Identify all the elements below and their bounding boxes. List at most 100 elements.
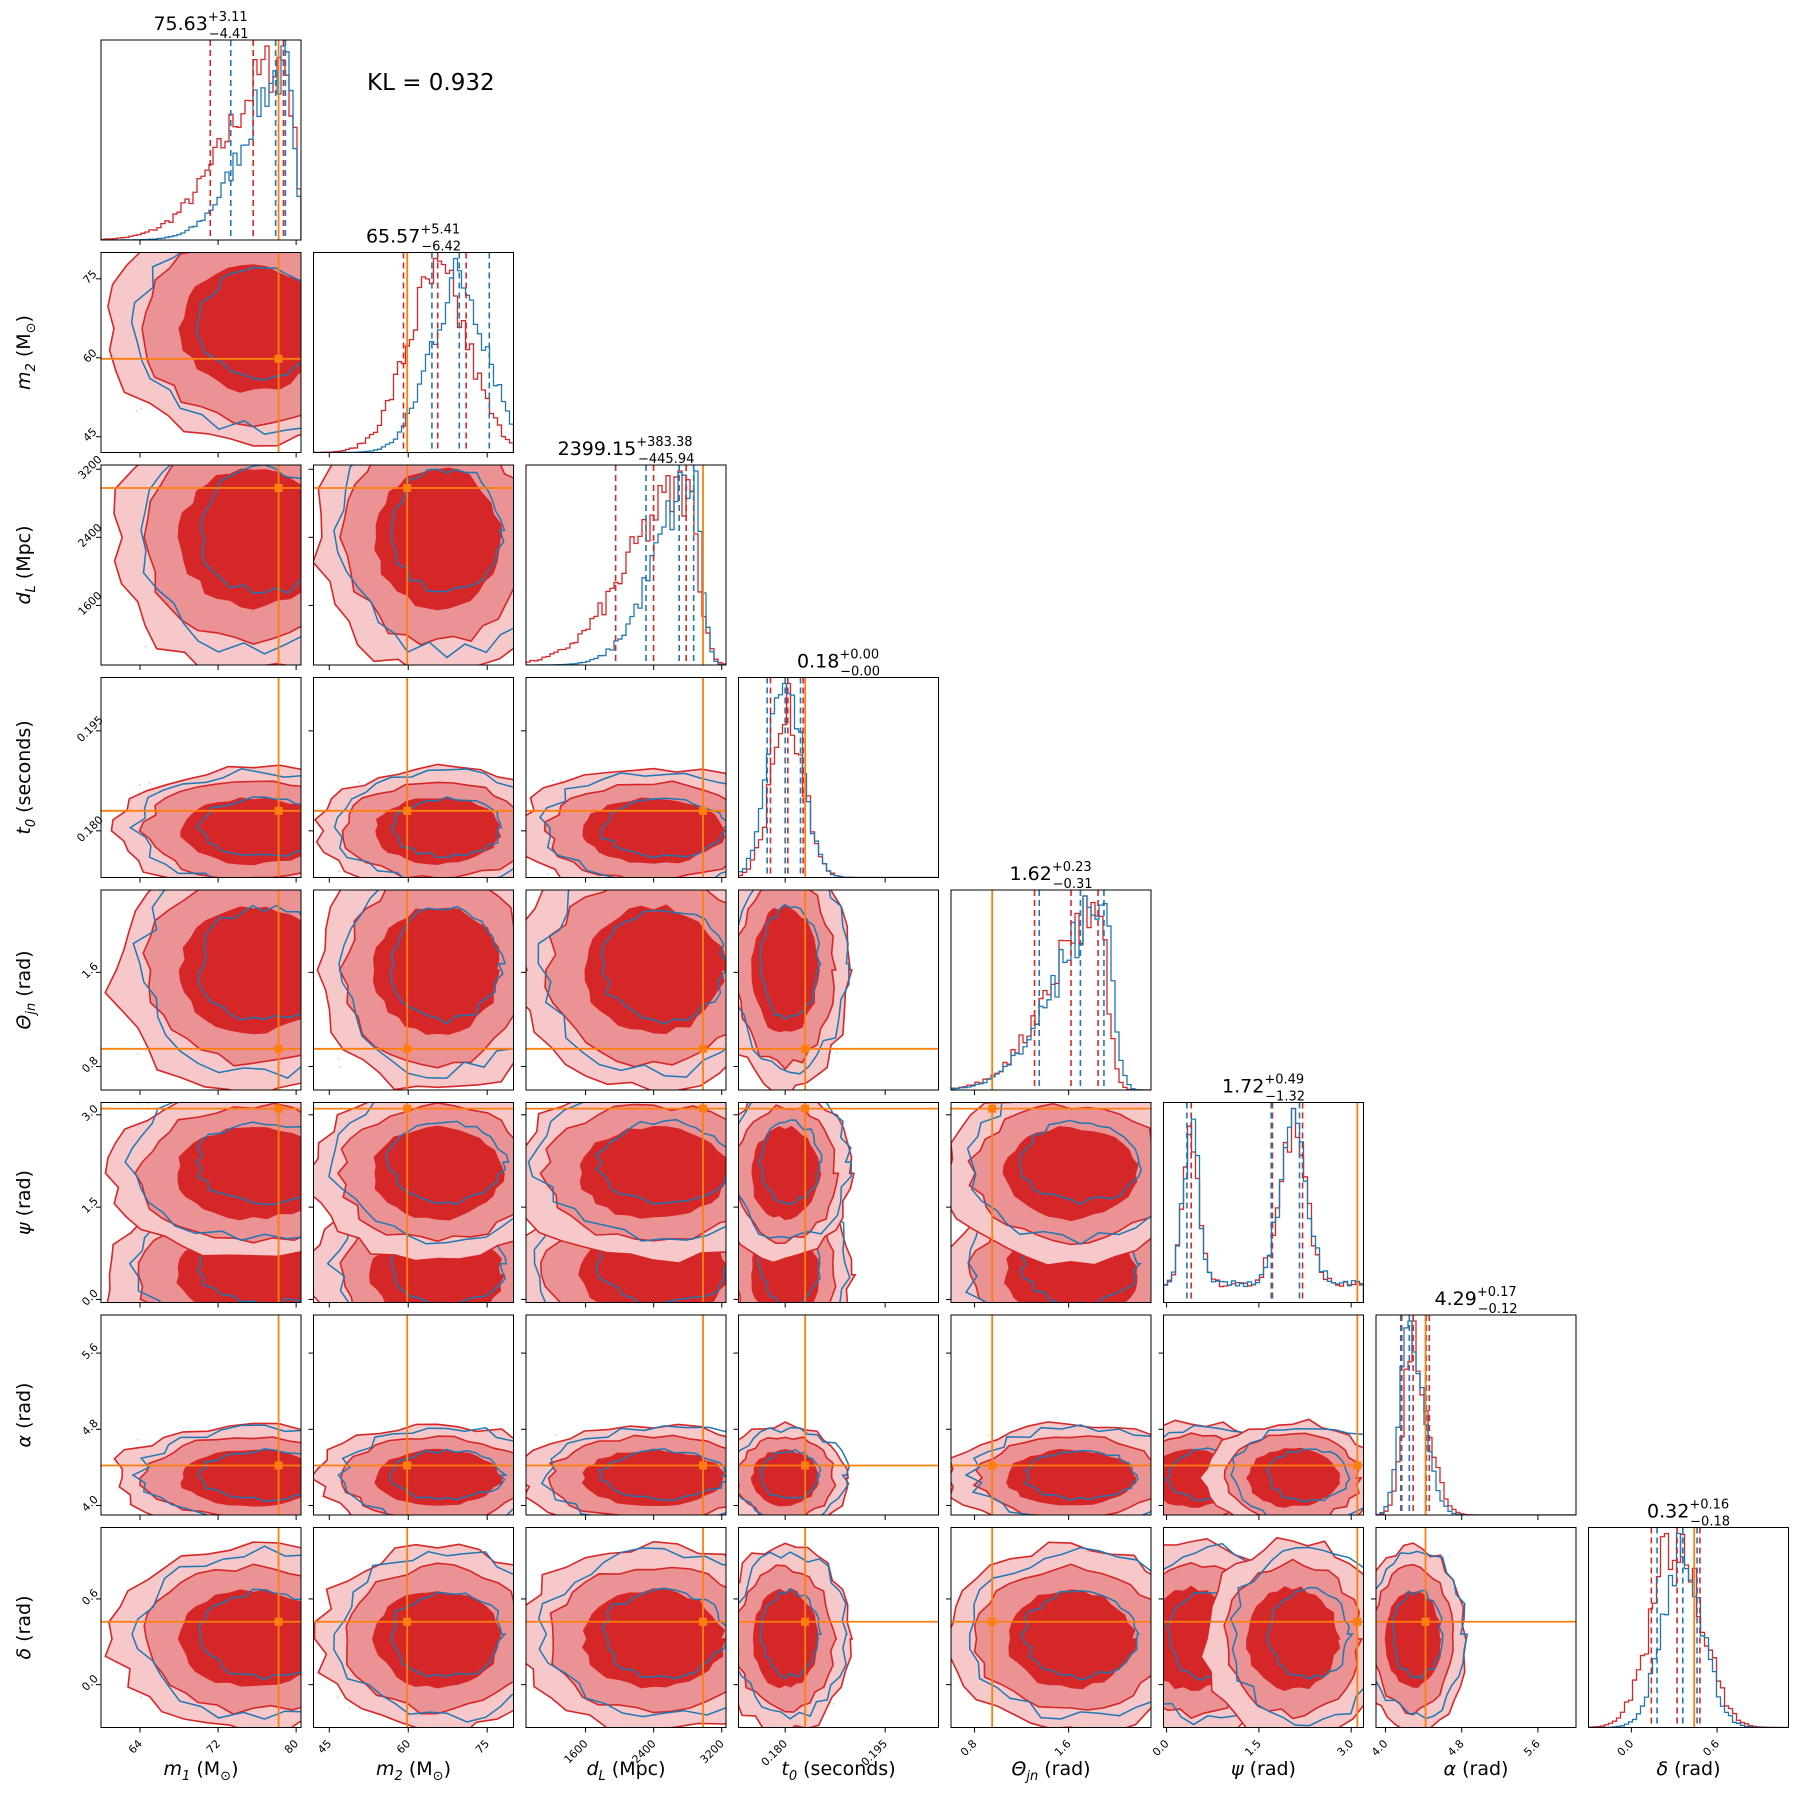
sample-point [431, 886, 433, 888]
sample-point [419, 1518, 421, 1520]
sample-point [518, 1454, 520, 1456]
sample-point [332, 1306, 334, 1308]
contour-panel-m2-psi [308, 1102, 532, 1347]
sample-point [671, 1325, 673, 1327]
red-histogram [101, 45, 301, 240]
sample-point [1075, 1100, 1077, 1102]
y-axis-label-m2: m2 (M⊙) [13, 315, 39, 390]
panel-content [101, 884, 301, 1090]
sample-point [384, 435, 386, 437]
sample-point [353, 445, 355, 447]
y-tick-label: 4.0 [79, 1493, 101, 1515]
contour-panel-m1-m2: 45 60 75 [81, 233, 352, 458]
sample-point [831, 1518, 833, 1520]
sample-point [350, 267, 352, 269]
x-tick-label: 0.8 [958, 1737, 980, 1759]
sample-point [348, 1519, 350, 1521]
sample-point [370, 1326, 372, 1328]
sample-point [530, 1345, 532, 1347]
sample-point [740, 822, 742, 824]
truth-marker [801, 1461, 810, 1470]
sample-point [576, 1319, 578, 1321]
blue-contour-outer [131, 1545, 301, 1720]
panel-content [951, 890, 1151, 1090]
sample-point [1368, 1629, 1370, 1631]
sample-point [341, 1506, 344, 1509]
sample-point [735, 1692, 737, 1694]
sample-point [535, 866, 537, 868]
sample-point [735, 1656, 737, 1658]
sample-point [377, 1520, 379, 1522]
sample-point [728, 1435, 730, 1437]
sample-point [986, 1516, 988, 1518]
y-axis-label-psi: ψ (rad) [13, 1170, 35, 1235]
blue-contour-inner [390, 468, 506, 593]
sample-point [337, 1057, 340, 1060]
sample-point [693, 1098, 695, 1100]
sample-point [734, 1496, 736, 1498]
y-tick-label: 1600 [76, 589, 105, 618]
sample-point [730, 914, 732, 916]
sample-point [316, 417, 318, 419]
contour-panel-m2-t0 [308, 677, 537, 883]
panel-content [526, 867, 741, 1090]
panel-content [101, 40, 301, 240]
x-tick-label: 1.6 [1052, 1737, 1074, 1759]
sample-point [676, 1306, 678, 1308]
panel-title-delta: 0.32+0.16 −0.18 [1647, 1498, 1730, 1530]
contour-panel-dL-theta [521, 867, 741, 1095]
sample-point [520, 1506, 522, 1508]
panel-content [313, 435, 514, 665]
sample-point [332, 449, 334, 451]
x-axis-label-alpha: α (rad) [1444, 1758, 1509, 1780]
y-tick-label: 60 [81, 346, 100, 365]
sample-point [348, 1707, 351, 1710]
y-tick-label: 4.8 [79, 1417, 101, 1439]
sample-point [818, 1516, 820, 1518]
sample-point [308, 625, 310, 627]
truth-marker [1421, 1617, 1430, 1626]
sample-point [1156, 1673, 1158, 1675]
sample-point [686, 881, 688, 883]
blue-contour-inner [1266, 1586, 1354, 1680]
blue-contour-inner [388, 1448, 508, 1501]
sample-point [1156, 1471, 1158, 1473]
sample-point [835, 1051, 838, 1054]
sample-point [358, 781, 361, 784]
sample-point [329, 629, 331, 631]
sample-point [739, 867, 741, 869]
blue-contour-outer [738, 1426, 851, 1515]
sample-point [783, 1395, 785, 1397]
sample-point [1093, 1086, 1095, 1088]
sample-point [1012, 1323, 1014, 1325]
x-tick-label: 1.5 [1242, 1737, 1264, 1759]
sample-point [311, 233, 313, 235]
sample-point [1094, 1305, 1096, 1307]
contour-panel-t0-delta: 0.180 0.195 [733, 1527, 939, 1769]
x-tick-label: 60 [394, 1737, 413, 1756]
blue-contour-inner [385, 1120, 510, 1205]
panel-title-theta: 1.62+0.23 −0.31 [1010, 860, 1093, 892]
sample-point [345, 235, 347, 237]
sample-point [780, 870, 782, 872]
panel-content [313, 252, 514, 453]
sample-point [366, 1428, 368, 1430]
panel-frame [738, 1527, 939, 1728]
panel-content [735, 1527, 939, 1728]
sample-point [551, 1518, 553, 1520]
blue-contour-outer [539, 772, 726, 878]
sample-point [275, 886, 277, 888]
panel-frame [100, 677, 302, 878]
sample-point [732, 929, 734, 931]
truth-marker [699, 806, 708, 815]
hist-panel-alpha: 4.29+0.17 −0.12 [1375, 1285, 1577, 1520]
blue-contour-outer [738, 1102, 853, 1239]
panel-content [101, 1527, 313, 1728]
sample-point [533, 1057, 535, 1059]
sample-point [514, 1453, 516, 1455]
sample-point [311, 1610, 313, 1612]
blue-contour-outer [1376, 1550, 1469, 1720]
sample-point [283, 884, 285, 886]
sample-point [728, 1167, 730, 1169]
sample-point [234, 1379, 236, 1381]
